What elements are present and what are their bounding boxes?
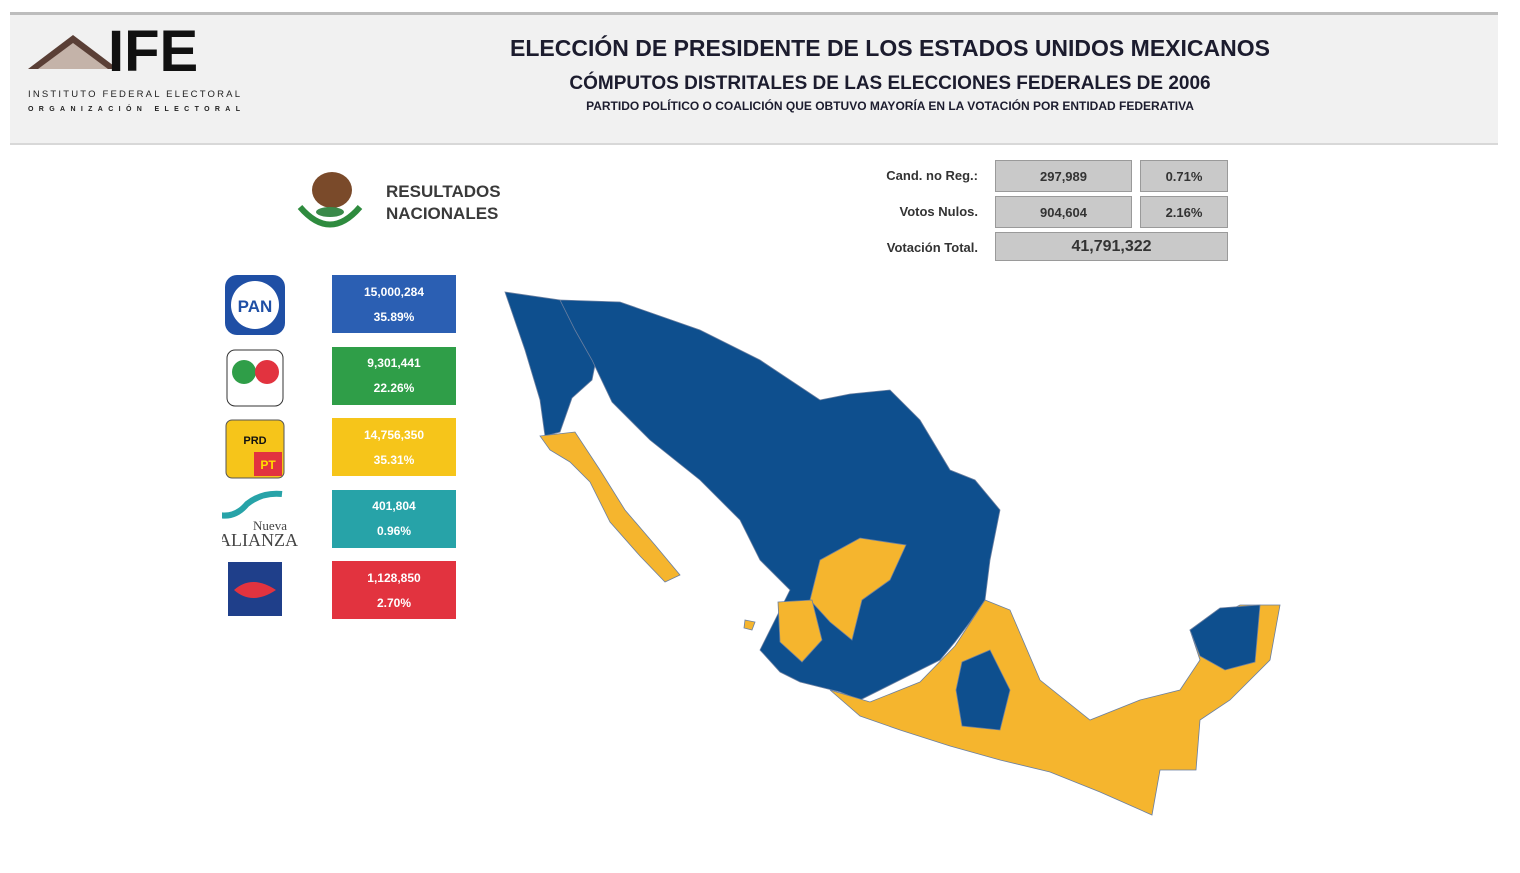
emblem-eagle	[312, 172, 352, 208]
summary-label: Cand. no Reg.:	[886, 168, 978, 183]
national-emblem	[297, 172, 363, 228]
national-label-line: NACIONALES	[386, 204, 499, 223]
logo-roof-inner	[38, 43, 108, 69]
party-votes: 401,804	[372, 499, 416, 513]
national-label-line: RESULTADOS	[386, 182, 501, 201]
emblem-cactus	[316, 207, 344, 217]
summary-percent: 0.71%	[1140, 160, 1228, 192]
na-logo-swoosh	[222, 490, 283, 519]
emblem-wreath	[297, 204, 363, 228]
logo-line1: INSTITUTO FEDERAL ELECTORAL	[28, 89, 240, 100]
map-state-pan	[955, 649, 1011, 731]
total-votes: 41,791,322	[995, 232, 1228, 261]
logo-acronym: IFE	[108, 29, 198, 84]
pri-logo	[232, 360, 256, 384]
prd-logo-text: PRD	[243, 435, 266, 447]
party-votes: 15,000,284	[363, 284, 425, 299]
summary-label: Votos Nulos.	[899, 204, 978, 219]
alternativa-logo-hands	[234, 582, 276, 598]
party-votes: 14,756,350	[363, 427, 425, 442]
party-result: 15,000,284 35.89%	[332, 275, 456, 333]
map-state-pbt	[777, 599, 823, 663]
party-votes: 9,301,441	[367, 356, 421, 370]
party-result: 14,756,350 35.31%	[332, 418, 456, 476]
party-result: 9,301,441 22.26%	[332, 346, 456, 405]
party-percent: 2.70%	[376, 595, 412, 610]
pan-logo-circle	[231, 281, 279, 329]
party-logos: PAN PRD PT Nueva ALIANZA	[222, 275, 298, 616]
ife-logo: IFE INSTITUTO FEDERAL ELECTORAL ORGANIZA…	[28, 29, 241, 113]
party-percent: 35.89%	[373, 309, 415, 324]
national-label: RESULTADOS NACIONALES	[386, 181, 501, 225]
summary-votes: 297,989	[995, 160, 1132, 192]
map-state-pbt	[829, 599, 1281, 816]
summary-votes: 904,604	[995, 196, 1132, 228]
summary-percent: 2.16%	[1140, 196, 1228, 228]
map-state-pbt	[809, 537, 907, 641]
party-result: 1,128,850 2.70%	[332, 561, 456, 619]
map-state-pan	[559, 299, 1001, 701]
party-votes: 1,128,850	[367, 570, 421, 585]
party-percent: 0.96%	[376, 524, 412, 538]
map-state-pan	[1189, 604, 1261, 671]
header: IFE INSTITUTO FEDERAL ELECTORAL ORGANIZA…	[10, 12, 1498, 145]
party-result: 401,804 0.96%	[332, 489, 456, 548]
total-label: Votación Total.	[886, 240, 978, 255]
na-logo-text: Nueva	[253, 518, 287, 533]
title: ELECCIÓN DE PRESIDENTE DE LOS ESTADOS UN…	[510, 35, 1270, 61]
party-percent: 35.31%	[373, 452, 415, 467]
subtitle: CÓMPUTOS DISTRITALES DE LAS ELECCIONES F…	[569, 73, 1211, 94]
na-logo-text: ALIANZA	[222, 530, 298, 550]
pvem-logo	[255, 360, 279, 384]
party-percent: 22.26%	[373, 381, 415, 395]
pt-logo	[254, 452, 282, 476]
pt-logo-text: PT	[260, 458, 276, 472]
pan-logo-text: PAN	[238, 297, 273, 316]
map-state-pbt	[539, 431, 681, 583]
map-island	[743, 619, 756, 631]
caption: PARTIDO POLÍTICO O COALICIÓN QUE OBTUVO …	[586, 99, 1194, 113]
